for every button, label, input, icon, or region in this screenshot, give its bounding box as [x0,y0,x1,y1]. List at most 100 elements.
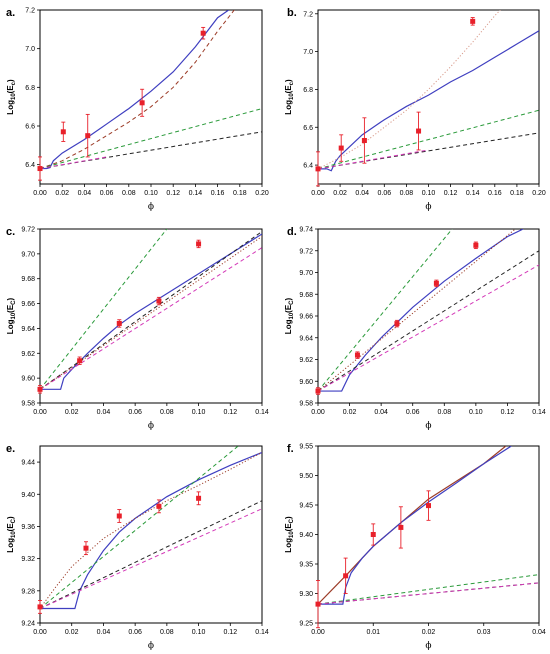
y-tick-label: 9.40 [299,532,313,539]
data-point [196,239,202,249]
data-point [433,279,439,288]
data-point [398,506,404,549]
y-axis-label: Log10(Ec) [6,79,17,115]
x-tick-label: 0.14 [189,190,203,197]
y-tick-label: 9.32 [21,556,35,563]
x-tick-label: 0.16 [488,190,502,197]
data-point [470,17,476,26]
x-tick-label: 0.02 [422,629,436,636]
x-tick-label: 0.04 [78,190,92,197]
brown-fit-curve [40,451,262,609]
data-point [37,156,43,181]
x-tick-label: 0.06 [128,629,142,636]
x-axis-label: ϕ [425,202,431,212]
x-axis-label: ϕ [425,421,431,431]
x-tick-label: 0.00 [33,190,47,197]
x-tick-label: 0.02 [333,190,347,197]
x-axis-label: ϕ [425,641,431,651]
data-point [361,117,367,164]
plot-frame [39,9,263,185]
y-axis-label: Log10(EC) [284,297,295,334]
x-tick-label: 0.06 [128,409,142,416]
x-tick-label: 0.00 [311,409,325,416]
y-tick-label: 9.35 [299,562,313,569]
x-tick-label: 0.12 [166,190,180,197]
blue-fit-curve [318,446,512,605]
x-tick-label: 0.20 [255,190,269,197]
brown-fit-curve [318,446,507,605]
y-tick-label: 9.70 [21,251,35,258]
y-tick-label: 9.40 [21,492,35,499]
x-tick-label: 0.20 [532,190,546,197]
blue-fit-curve [318,229,524,392]
y-tick-label: 9.36 [21,524,35,531]
y-tick-label: 9.68 [299,292,313,299]
y-tick-label: 6.6 [25,124,35,131]
data-point [156,499,162,514]
magenta-fit-curve [40,156,107,170]
x-tick-label: 0.06 [406,409,420,416]
panel-label: c. [6,226,15,238]
x-tick-label: 0.04 [532,629,546,636]
black-fit-curve [40,131,262,170]
x-tick-label: 0.10 [192,629,206,636]
panel-label: f. [287,443,294,455]
x-tick-label: 0.04 [355,190,369,197]
x-tick-label: 0.16 [211,190,225,197]
x-tick-label: 0.01 [366,629,380,636]
magenta-fit-curve [318,264,539,392]
y-tick-label: 9.62 [21,351,35,358]
x-tick-label: 0.02 [55,190,69,197]
panel-f: f. 0.00 0.01 0.02 0.03 0.04 9.25 9.30 9.35 9.40 9.… [284,443,546,651]
black-fit-curve [318,582,539,605]
y-axis-label: Log10(EC) [6,297,17,334]
y-axis-label: Log10(Ec) [284,79,295,115]
x-tick-label: 0.10 [422,190,436,197]
data-point [315,580,321,629]
y-tick-label: 9.28 [21,588,35,595]
data-point [116,319,122,328]
y-tick-label: 9.72 [299,248,313,255]
y-tick-label: 6.6 [303,125,313,132]
x-tick-label: 0.12 [223,629,237,636]
x-tick-label: 0.12 [444,190,458,197]
x-tick-label: 0.18 [510,190,524,197]
data-point [426,490,431,521]
data-point [116,509,122,523]
x-tick-label: 0.14 [255,409,269,416]
blue-fit-curve [40,233,262,390]
y-axis-label: Log10(EC) [284,516,295,553]
blue-fit-curve [40,10,230,170]
data-point [83,541,89,556]
panel-label: e. [6,443,15,455]
green-fit-curve [40,108,262,170]
plot-frame [39,445,263,624]
black-fit-curve [318,132,539,170]
data-point [315,151,321,187]
data-point [77,356,83,365]
y-tick-label: 9.70 [299,270,313,277]
x-tick-label: 0.08 [400,190,414,197]
blue-fit-curve [40,451,262,610]
data-point [354,351,360,359]
y-tick-label: 9.44 [21,460,35,467]
x-tick-label: 0.04 [97,629,111,636]
data-point [139,88,145,117]
x-tick-label: 0.12 [223,409,237,416]
panel-a: a. 0.00 0.02 0.04 0.06 0.08 0.10 0.12 0.14 0.16 0.… [6,7,269,212]
panel-d: d. 0.00 0.02 0.04 0.06 0.08 0.10 0.12 0.14 9.58 9.… [284,226,546,431]
y-tick-label: 6.8 [303,87,313,94]
green-fit-curve [318,109,539,170]
x-tick-label: 0.00 [311,629,325,636]
y-tick-label: 7.2 [25,8,35,15]
y-tick-label: 9.66 [21,301,35,308]
y-tick-label: 9.50 [299,473,313,480]
y-tick-label: 9.45 [299,503,313,510]
x-tick-label: 0.14 [532,409,546,416]
data-point [416,111,422,151]
y-tick-label: 6.4 [303,163,313,170]
x-tick-label: 0.04 [97,409,111,416]
data-point [196,491,202,506]
panel-label: a. [6,7,15,19]
y-tick-label: 9.72 [21,227,35,234]
